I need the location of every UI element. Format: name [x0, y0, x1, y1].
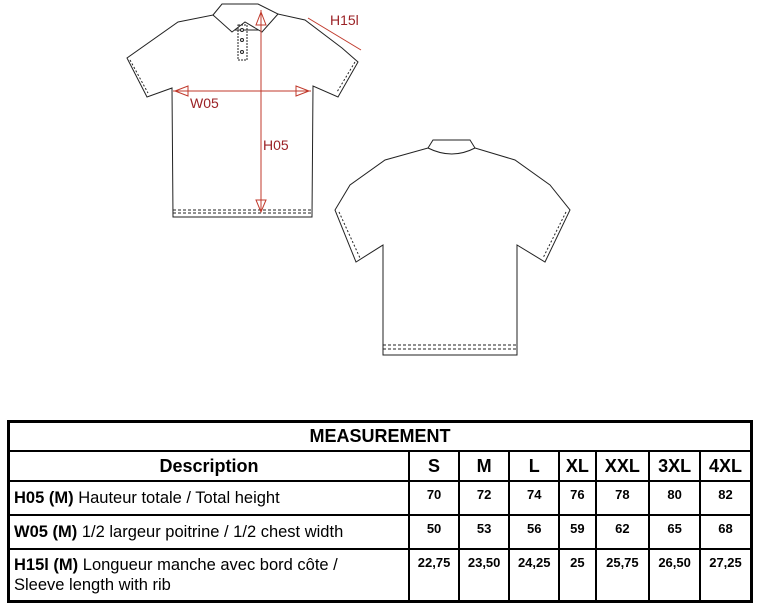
cell: 24,25 [508, 548, 561, 603]
row-text-line2: Sleeve length with rib [14, 576, 171, 594]
cell: 59 [558, 514, 597, 550]
row-description: H15l (M) Longueur manche avec bord côte … [7, 548, 410, 603]
cell: 50 [407, 514, 461, 550]
cell: 23,50 [458, 548, 511, 603]
size-header-xxl: XXL [594, 450, 651, 482]
cell: 22,75 [407, 548, 461, 603]
cell: 27,25 [698, 548, 753, 603]
cell: 62 [594, 514, 651, 550]
size-header-4xl: 4XL [698, 450, 753, 482]
cell: 78 [594, 480, 651, 516]
cell: 72 [458, 480, 511, 516]
h05-label: H05 [263, 137, 289, 153]
garment-diagram: H05 W05 H15l [126, 3, 571, 356]
cell: 25,75 [594, 548, 651, 603]
cell: 82 [698, 480, 753, 516]
w05-label: W05 [190, 95, 219, 111]
measurement-table: MEASUREMENT Description S M L XL XXL 3XL… [7, 420, 753, 603]
cell: 25 [558, 548, 597, 603]
row-description: W05 (M) 1/2 largeur poitrine / 1/2 chest… [7, 514, 410, 550]
row-description: H05 (M) Hauteur totale / Total height [7, 480, 410, 516]
cell: 80 [648, 480, 701, 516]
size-header-s: S [407, 450, 461, 482]
cell: 68 [698, 514, 753, 550]
cell: 53 [458, 514, 511, 550]
measurement-arrows [173, 10, 362, 214]
description-header: Description [7, 450, 410, 482]
row-code: H15l (M) [14, 556, 79, 574]
row-code: H05 (M) [14, 489, 74, 507]
table-row: H15l (M) Longueur manche avec bord côte … [7, 548, 753, 603]
cell: 70 [407, 480, 461, 516]
cell: 65 [648, 514, 701, 550]
cell: 76 [558, 480, 597, 516]
size-header-l: L [508, 450, 561, 482]
cell: 56 [508, 514, 561, 550]
back-polo-drawing [334, 139, 571, 356]
row-text: 1/2 largeur poitrine / 1/2 chest width [81, 523, 344, 541]
front-polo-drawing [126, 3, 359, 218]
table-row: H05 (M) Hauteur totale / Total height 70… [7, 480, 753, 516]
size-header-xl: XL [558, 450, 597, 482]
h15l-label: H15l [330, 12, 359, 28]
cell: 26,50 [648, 548, 701, 603]
row-code: W05 (M) [14, 523, 78, 541]
table-row: W05 (M) 1/2 largeur poitrine / 1/2 chest… [7, 514, 753, 550]
size-header-3xl: 3XL [648, 450, 701, 482]
size-header-m: M [458, 450, 511, 482]
row-text: Longueur manche avec bord côte / [82, 556, 338, 574]
table-title: MEASUREMENT [7, 420, 753, 452]
row-text: Hauteur totale / Total height [78, 489, 280, 507]
cell: 74 [508, 480, 561, 516]
